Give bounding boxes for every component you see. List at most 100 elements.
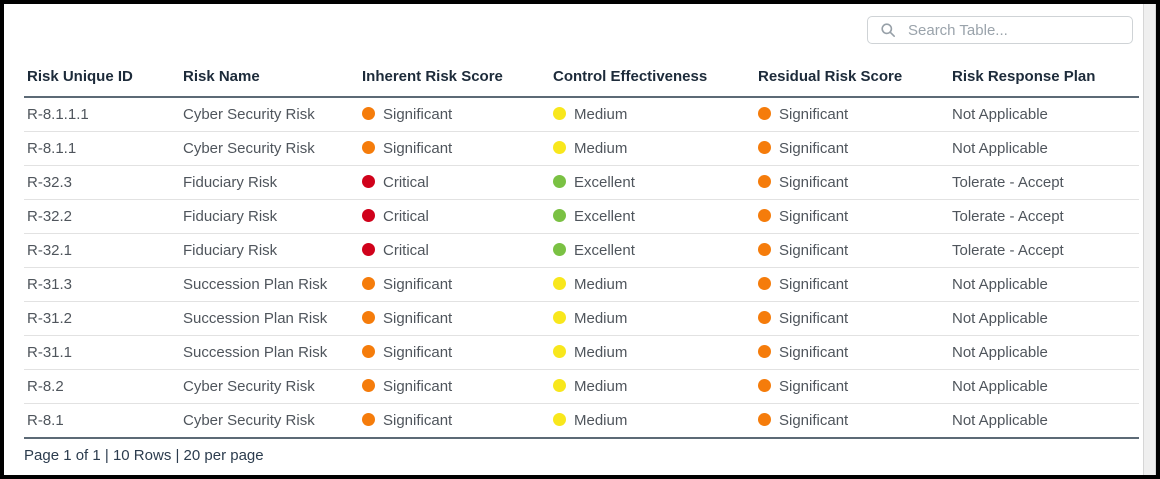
status-label: Excellent [574,174,635,191]
status-dot [553,379,566,392]
column-header-control-effectiveness[interactable]: Control Effectiveness [550,56,755,98]
status-dot [758,379,771,392]
status-dot [758,175,771,188]
inherent-risk-cell: Significant [359,403,550,439]
inherent-risk-cell: Significant [359,335,550,370]
risk-id-cell: R-8.1 [24,403,180,439]
status-dot [758,243,771,256]
risk-response-cell: Not Applicable [949,403,1139,439]
status-dot [553,141,566,154]
inherent-risk-cell: Significant [359,301,550,336]
control-effectiveness-cell: Medium [550,301,755,336]
inherent-risk-cell: Significant [359,131,550,166]
status-dot [553,107,566,120]
risk-name-cell: Cyber Security Risk [180,131,359,166]
status-label: Critical [383,208,429,225]
status-dot [362,209,375,222]
column-header-residual-risk-score[interactable]: Residual Risk Score [755,56,949,98]
inherent-risk-cell: Critical [359,233,550,268]
status-label: Medium [574,106,628,123]
status-label: Medium [574,310,628,327]
column-header-inherent-risk-score[interactable]: Inherent Risk Score [359,56,550,98]
risk-name-cell: Fiduciary Risk [180,199,359,234]
status-dot [758,209,771,222]
search-input[interactable] [906,20,1124,40]
risk-id-cell: R-8.1.1.1 [24,97,180,132]
status-dot [362,141,375,154]
status-label: Significant [779,310,849,327]
status-dot [553,311,566,324]
table-row[interactable]: R-8.1.1 Cyber Security Risk Significant … [24,131,1139,166]
control-effectiveness-cell: Excellent [550,199,755,234]
status-dot [362,413,375,426]
status-label: Medium [574,412,628,429]
risk-response-cell: Not Applicable [949,131,1139,166]
residual-risk-cell: Significant [755,267,949,302]
status-label: Significant [779,208,849,225]
status-label: Critical [383,242,429,259]
status-dot [362,277,375,290]
status-label: Significant [383,412,453,429]
risk-name-cell: Succession Plan Risk [180,301,359,336]
status-dot [553,277,566,290]
risk-id-cell: R-31.1 [24,335,180,370]
table-row[interactable]: R-32.2 Fiduciary Risk Critical Excellent… [24,199,1139,234]
residual-risk-cell: Significant [755,199,949,234]
vertical-scrollbar[interactable] [1143,4,1156,475]
table-row[interactable]: R-31.1 Succession Plan Risk Significant … [24,335,1139,370]
status-dot [362,175,375,188]
status-label: Significant [779,174,849,191]
table-row[interactable]: R-31.2 Succession Plan Risk Significant … [24,301,1139,336]
column-header-risk-name[interactable]: Risk Name [180,56,359,98]
risk-response-cell: Tolerate - Accept [949,165,1139,200]
risk-name-cell: Fiduciary Risk [180,233,359,268]
table-row[interactable]: R-8.1.1.1 Cyber Security Risk Significan… [24,97,1139,132]
status-label: Medium [574,140,628,157]
status-dot [362,345,375,358]
control-effectiveness-cell: Medium [550,97,755,132]
status-label: Significant [779,242,849,259]
residual-risk-cell: Significant [755,97,949,132]
risk-response-cell: Not Applicable [949,267,1139,302]
inherent-risk-cell: Critical [359,199,550,234]
status-dot [758,141,771,154]
column-header-risk-unique-id[interactable]: Risk Unique ID [24,56,180,98]
status-label: Excellent [574,208,635,225]
status-label: Significant [383,106,453,123]
residual-risk-cell: Significant [755,369,949,404]
risk-response-cell: Not Applicable [949,369,1139,404]
status-label: Significant [383,276,453,293]
inherent-risk-cell: Significant [359,97,550,132]
risk-response-cell: Not Applicable [949,97,1139,132]
status-dot [553,413,566,426]
risk-id-cell: R-8.2 [24,369,180,404]
table-row[interactable]: R-32.3 Fiduciary Risk Critical Excellent… [24,165,1139,200]
risk-id-cell: R-8.1.1 [24,131,180,166]
risk-response-cell: Not Applicable [949,301,1139,336]
table-toolbar [4,4,1143,56]
table-row[interactable]: R-31.3 Succession Plan Risk Significant … [24,267,1139,302]
residual-risk-cell: Significant [755,403,949,439]
status-label: Significant [383,140,453,157]
risk-name-cell: Succession Plan Risk [180,335,359,370]
status-dot [758,311,771,324]
status-label: Significant [779,412,849,429]
table-row[interactable]: R-8.2 Cyber Security Risk Significant Me… [24,369,1139,404]
risk-name-cell: Cyber Security Risk [180,97,359,132]
table-header-row: Risk Unique ID Risk Name Inherent Risk S… [24,56,1139,98]
table-row[interactable]: R-32.1 Fiduciary Risk Critical Excellent… [24,233,1139,268]
status-dot [362,107,375,120]
status-dot [362,311,375,324]
status-label: Significant [779,276,849,293]
risk-name-cell: Fiduciary Risk [180,165,359,200]
risk-response-cell: Tolerate - Accept [949,233,1139,268]
risk-id-cell: R-32.1 [24,233,180,268]
column-header-risk-response-plan[interactable]: Risk Response Plan [949,56,1139,98]
status-label: Significant [779,140,849,157]
status-dot [553,175,566,188]
status-label: Significant [779,106,849,123]
table-row[interactable]: R-8.1 Cyber Security Risk Significant Me… [24,403,1139,439]
control-effectiveness-cell: Excellent [550,165,755,200]
table-panel: Risk Unique ID Risk Name Inherent Risk S… [4,4,1143,475]
